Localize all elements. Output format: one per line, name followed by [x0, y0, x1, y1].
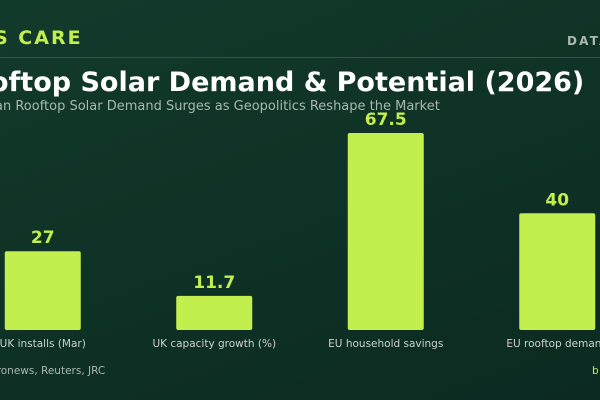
brand-name: S CARE — [0, 27, 83, 49]
header-tag: DATA — [567, 34, 600, 48]
category-label: EU rooftop demand — [506, 338, 600, 350]
bar-value-label: 40 — [545, 190, 569, 210]
bar — [4, 251, 81, 330]
bar-value-label: 27 — [31, 228, 55, 248]
source-note: uronews, Reuters, JRC — [0, 365, 106, 377]
category-label: UK capacity growth (%) — [152, 338, 276, 350]
bar-value-label: 67.5 — [365, 110, 407, 130]
header-divider — [0, 57, 600, 58]
footer-brand: b — [592, 365, 599, 377]
category-label: EU household savings — [328, 338, 443, 350]
bar — [176, 295, 253, 330]
bar — [519, 213, 596, 330]
category-label: UK installs (Mar) — [0, 338, 86, 350]
bar — [347, 133, 424, 330]
chart-subtitle: an Rooftop Solar Demand Surges as Geopol… — [0, 99, 440, 114]
bar-value-label: 11.7 — [193, 273, 235, 293]
chart-title: oftop Solar Demand & Potential (2026) — [0, 67, 585, 98]
